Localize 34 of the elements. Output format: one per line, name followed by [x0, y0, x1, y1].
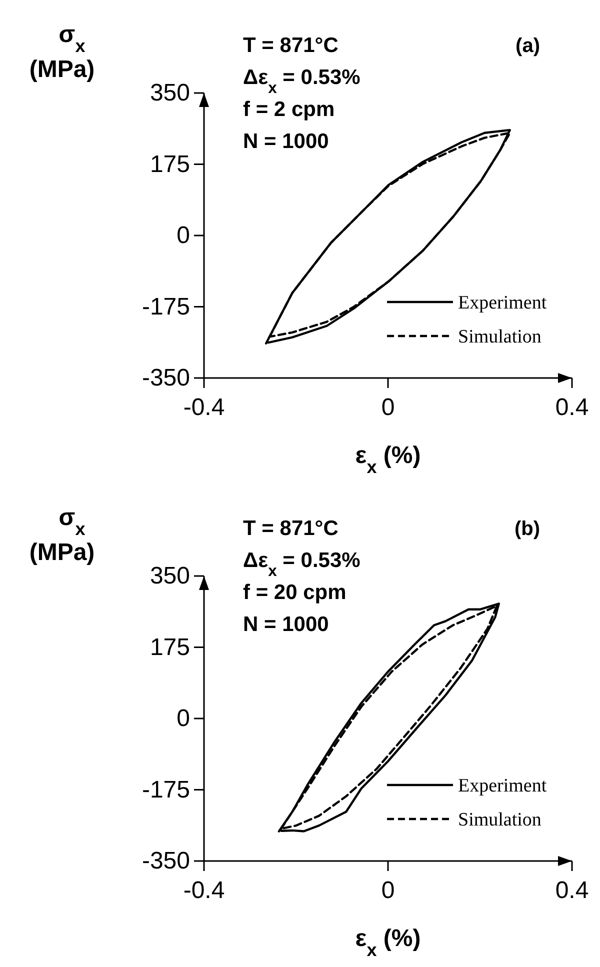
x-tick-label: -0.4: [183, 394, 225, 422]
x-tick-label: 0.4: [555, 394, 589, 422]
legend-label: Experiment: [458, 292, 548, 314]
y-tick-label: -175: [142, 293, 190, 320]
x-tick-label: 0.4: [555, 877, 589, 904]
y-tick-label: -175: [142, 776, 190, 804]
y-tick-label: 350: [150, 80, 190, 107]
y-tick-label: 175: [150, 150, 190, 178]
text: T = 871°C: [243, 517, 338, 540]
text: (a): [516, 35, 540, 57]
annotation: N = 1000: [243, 130, 329, 153]
x-axis-title: ε$_{x}$ (%): [355, 925, 421, 960]
y-tick-label: 0: [176, 705, 190, 732]
y-axis-title: σ$_{x}$ (MPa): [29, 504, 95, 566]
y-tick-label: -350: [142, 848, 190, 875]
y-tick-label: -350: [142, 364, 190, 392]
y-tick-label: 0: [176, 222, 190, 250]
annotation: f = 20 cpm: [243, 581, 346, 604]
annotation: f = 2 cpm: [243, 98, 335, 121]
y-tick-label: 350: [150, 562, 190, 590]
text: T = 871°C: [243, 34, 338, 57]
x-axis-title: ε$_{x}$ (%): [355, 442, 421, 477]
legend-label: Simulation: [458, 810, 542, 831]
y-tick-label: 175: [150, 634, 190, 661]
legend-label: Simulation: [458, 326, 542, 348]
annotation: Δε$_{x}$ = 0.53%: [243, 549, 361, 580]
y-axis-title: σ$_{x}$ (MPa): [29, 21, 95, 83]
x-tick-label: 0: [381, 394, 395, 422]
text: (b): [514, 518, 540, 540]
annotation: Δε$_{x}$ = 0.53%: [243, 66, 361, 96]
annotation: N = 1000: [243, 613, 329, 636]
x-tick-label: 0: [381, 877, 395, 904]
legend-label: Experiment: [458, 776, 548, 797]
x-tick-label: -0.4: [183, 877, 225, 904]
